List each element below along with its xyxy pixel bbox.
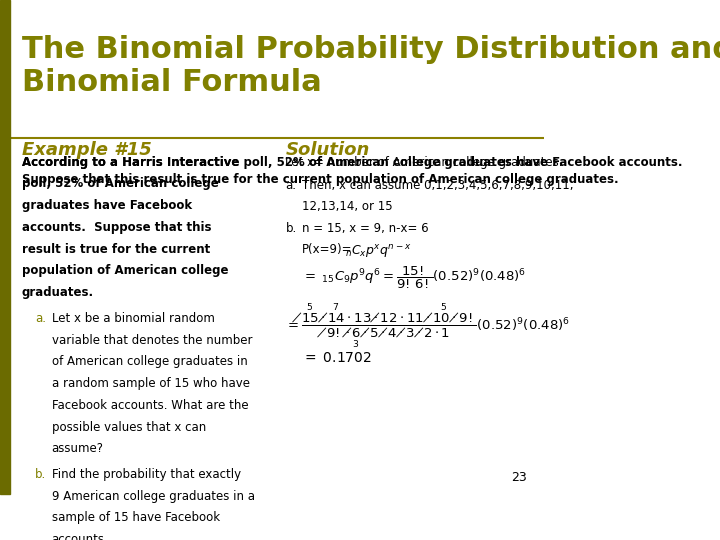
Bar [0, 0, 10, 494]
Text: 23: 23 [512, 471, 527, 484]
Text: Example #15: Example #15 [22, 141, 151, 159]
Text: of American college graduates in: of American college graduates in [52, 355, 248, 368]
Text: result is true for the current: result is true for the current [22, 242, 210, 255]
Text: variable that denotes the number: variable that denotes the number [52, 334, 252, 347]
Text: population of American college: population of American college [22, 265, 228, 278]
Text: graduates have Facebook: graduates have Facebook [22, 199, 192, 212]
Text: a.: a. [35, 312, 46, 325]
Text: graduates.: graduates. [22, 286, 94, 299]
Text: $= \; 0.1702$: $= \; 0.1702$ [302, 351, 372, 365]
Text: 12,13,14, or 15: 12,13,14, or 15 [302, 200, 392, 213]
Text: b.: b. [35, 468, 47, 481]
Text: Let x be a binomial random: Let x be a binomial random [52, 312, 215, 325]
Text: n = 15, x = 9, n-x= 6: n = 15, x = 9, n-x= 6 [302, 222, 428, 235]
Text: 9 American college graduates in a: 9 American college graduates in a [52, 490, 255, 503]
Text: Facebook accounts. What are the: Facebook accounts. What are the [52, 399, 248, 412]
Text: According to a Harris Interactive: According to a Harris Interactive [22, 156, 239, 168]
Text: P(x=9)=: P(x=9)= [302, 243, 352, 256]
Text: a random sample of 15 who have: a random sample of 15 who have [52, 377, 250, 390]
Text: According to a Harris Interactive poll, 52% of American college graduates have F: According to a Harris Interactive poll, … [22, 156, 686, 186]
Text: b.: b. [285, 222, 297, 235]
Text: Then, x can assume 0,1,2,3,4,5,6,7,8,9,10,11,: Then, x can assume 0,1,2,3,4,5,6,7,8,9,1… [302, 179, 573, 192]
Text: possible values that x can: possible values that x can [52, 421, 206, 434]
Text: accounts.  Suppose that this: accounts. Suppose that this [22, 221, 211, 234]
Text: $_nC_x p^x q^{n-x}$: $_nC_x p^x q^{n-x}$ [345, 243, 412, 260]
Text: $= \;_{15}C_9 p^9 q^6 = \dfrac{15!}{9!\,6!}(0.52)^9(0.48)^6$: $= \;_{15}C_9 p^9 q^6 = \dfrac{15!}{9!\,… [302, 265, 526, 291]
Text: assume?: assume? [52, 442, 104, 455]
Text: Solution: Solution [285, 141, 370, 159]
Text: sample of 15 have Facebook: sample of 15 have Facebook [52, 511, 220, 524]
Text: Find the probability that exactly: Find the probability that exactly [52, 468, 240, 481]
Text: The Binomial Probability Distribution and
Binomial Formula: The Binomial Probability Distribution an… [22, 35, 720, 97]
Text: $= \dfrac{\overset{5}{\not{1}5} \cdot \overset{7}{\not{1}4} \cdot 13 \cdot \not{: $= \dfrac{\overset{5}{\not{1}5} \cdot \o… [285, 302, 570, 352]
Text: Let x= number of American college graduates.: Let x= number of American college gradua… [285, 156, 563, 168]
Text: accounts.: accounts. [52, 533, 109, 540]
Text: poll, 52% of American college: poll, 52% of American college [22, 178, 218, 191]
Text: a.: a. [285, 179, 297, 192]
